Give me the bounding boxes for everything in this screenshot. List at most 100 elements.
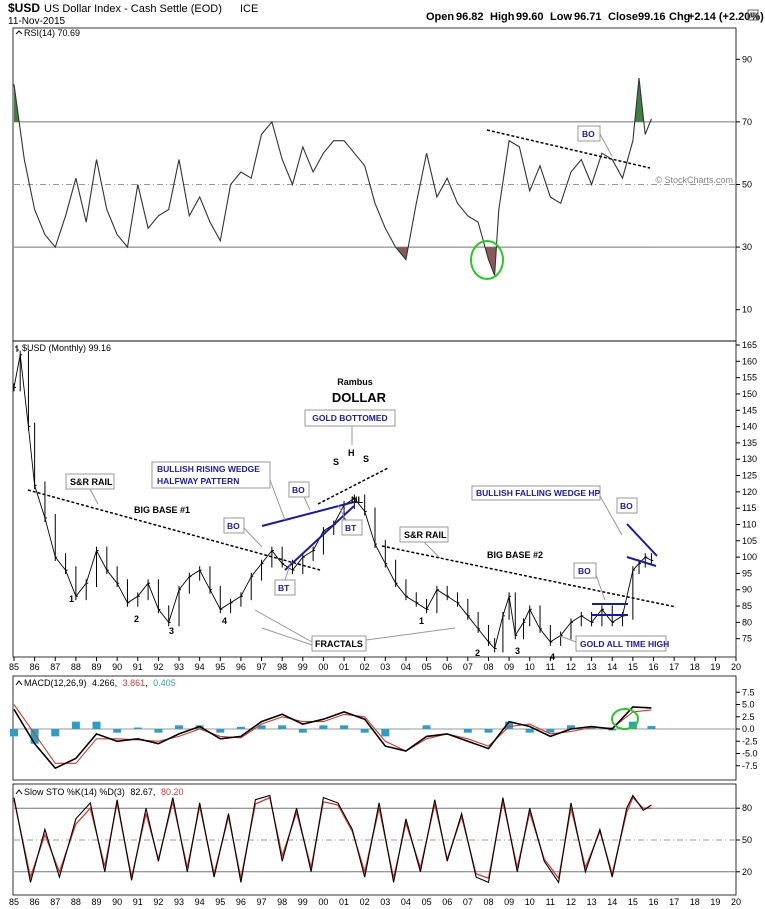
sto-legend-d: 80.20: [161, 787, 184, 797]
price-ytick-label-14: 145: [742, 405, 757, 415]
xtick-label-31: 16: [648, 662, 658, 672]
xtick-label-28: 13: [587, 662, 597, 672]
xtick-label-35: 20: [731, 662, 741, 672]
sto-xtick-label-9: 94: [195, 897, 205, 907]
price-ytick-label-2: 85: [742, 601, 752, 611]
watermark: © StockCharts.com: [655, 175, 733, 185]
price-panel: [12, 340, 737, 658]
macd-hist-bar-25: [525, 729, 534, 733]
macd-hist-bar-27: [566, 725, 575, 729]
sto-legend-k: 82.67: [130, 787, 153, 797]
annotation-bo-3: BO: [578, 566, 591, 576]
ohlc-chg-label: Chg: [669, 11, 690, 23]
rsi-ytick-label-4: 90: [742, 54, 752, 64]
macd-legend: MACD(12,26,9) 4.266, 3.861, 0.405: [15, 678, 176, 688]
sto-xtick-label-29: 14: [607, 897, 617, 907]
rsi-legend-text: RSI(14) 70.69: [24, 28, 80, 38]
rsi-ytick-label-0: 10: [742, 305, 752, 315]
rsi-chart: 10 30 50 70 90: [13, 54, 752, 315]
rsi-legend-icon: [15, 30, 23, 35]
rsi-ytick-label-2: 50: [742, 180, 752, 190]
macd-hist-bar-26: [546, 729, 555, 733]
price-ytick-label-0: 75: [742, 634, 752, 644]
sto-xtick-label-5: 90: [112, 897, 122, 907]
ohlc-low-value: 96.71: [574, 11, 602, 23]
x-axis: 85 86 87 88 89 90 91 92 93 94 95 96 97 98 99 00 01 02 03 04…: [9, 657, 741, 672]
macd-hist-bar-28: [587, 727, 596, 729]
price-ytick-label-16: 155: [742, 373, 757, 383]
macd-hist-bar-10: [216, 729, 225, 733]
rsi-oversold-fill: [395, 247, 497, 276]
annotation-shoulder-left: S: [333, 457, 339, 467]
sto-xtick-label-0: 85: [9, 897, 19, 907]
price-ytick-label-1: 80: [742, 617, 752, 627]
annotation-bo-rsi: BO: [582, 129, 595, 139]
sto-xtick-label-18: 03: [380, 897, 390, 907]
annotation-count-1a: 1: [69, 594, 74, 604]
ohlc-close-label: Close: [608, 11, 638, 23]
macd-hist-bar-20: [422, 725, 431, 729]
annotation-bt-1: BT: [278, 583, 290, 593]
xtick-label-13: 98: [277, 662, 287, 672]
macd-ytick-label-5: -5.0: [742, 749, 758, 759]
macd-ytick-label-4: -2.5: [742, 736, 758, 746]
sto-xtick-label-32: 17: [669, 897, 679, 907]
sto-xtick-label-21: 06: [442, 897, 452, 907]
macd-hist-bar-17: [360, 729, 369, 733]
sto-ytick-label-2: 80: [742, 803, 752, 813]
ohlc-high-value: 99.60: [516, 11, 544, 23]
macd-hist-bar-22: [463, 729, 472, 733]
macd-hist-bar-7: [154, 729, 163, 733]
macd-hist-bar-5: [113, 729, 122, 733]
xtick-label-14: 99: [298, 662, 308, 672]
macd-legend-icon: [15, 680, 23, 686]
xtick-label-29: 14: [607, 662, 617, 672]
macd-ytick-label-2: 2.5: [742, 712, 755, 722]
xtick-label-4: 89: [92, 662, 102, 672]
settings-icon[interactable]: [747, 9, 759, 21]
xtick-label-0: 85: [9, 662, 19, 672]
xtick-label-23: 08: [483, 662, 493, 672]
price-ytick-label-6: 105: [742, 536, 757, 546]
falling-wedge-lower: [626, 556, 657, 567]
xtick-label-18: 03: [380, 662, 390, 672]
annotation-count-4b: 4: [550, 652, 555, 662]
price-chart: 75 80 85 90 95 100 105 110 115 120 125 130 135 140 145…: [13, 340, 757, 653]
rsi-legend: RSI(14) 70.69: [15, 28, 80, 38]
price-ytick-label-12: 135: [742, 438, 757, 448]
sto-legend-icon: [15, 789, 23, 795]
price-ytick-label-8: 115: [742, 503, 756, 513]
sto-legend-prefix: Slow STO %K(14) %D(3): [24, 787, 125, 797]
macd-hist-bar-23: [484, 729, 493, 733]
xtick-label-6: 91: [133, 662, 143, 672]
rsi-overbought-fill: [14, 78, 652, 122]
xtick-label-26: 11: [546, 662, 555, 672]
xtick-label-3: 88: [71, 662, 81, 672]
price-ytick-label-9: 120: [742, 487, 757, 497]
chart-instrument-name: US Dollar Index - Cash Settle (EOD): [44, 3, 222, 15]
annotation-big-base-2: BIG BASE #2: [487, 550, 543, 560]
annotation-head: H: [348, 448, 355, 458]
sto-xtick-label-25: 10: [525, 897, 535, 907]
annotation-shoulder-right: S: [363, 454, 369, 464]
sto-xtick-label-17: 02: [360, 897, 370, 907]
annotation-sr-rail-right: S&R RAIL: [404, 530, 447, 540]
macd-hist-bar-1: [30, 729, 39, 744]
xtick-label-21: 06: [442, 662, 452, 672]
macd-hist-bar-31: [647, 726, 656, 729]
macd-signal-line: [13, 704, 652, 764]
annotation-gold-ath: GOLD ALL TIME HIGH: [580, 639, 669, 649]
sto-xtick-label-12: 97: [257, 897, 267, 907]
macd-hist-bar-16: [340, 725, 349, 729]
chart-exchange: ICE: [240, 3, 258, 15]
ohlc-low-label: Low: [550, 11, 572, 23]
annotation-bo-2: BO: [292, 485, 305, 495]
price-legend-text: $USD (Monthly) 99.16: [22, 343, 111, 353]
sto-xtick-label-22: 07: [463, 897, 473, 907]
sto-ytick-label-1: 50: [742, 835, 752, 845]
sto-xtick-label-30: 15: [628, 897, 638, 907]
price-ytick-label-5: 100: [742, 552, 757, 562]
xtick-label-12: 97: [257, 662, 267, 672]
annotation-callouts: Rambus DOLLAR GOLD BOTTOMED BULLISH RISI…: [65, 125, 669, 662]
annotation-count-2a: 2: [134, 614, 139, 624]
